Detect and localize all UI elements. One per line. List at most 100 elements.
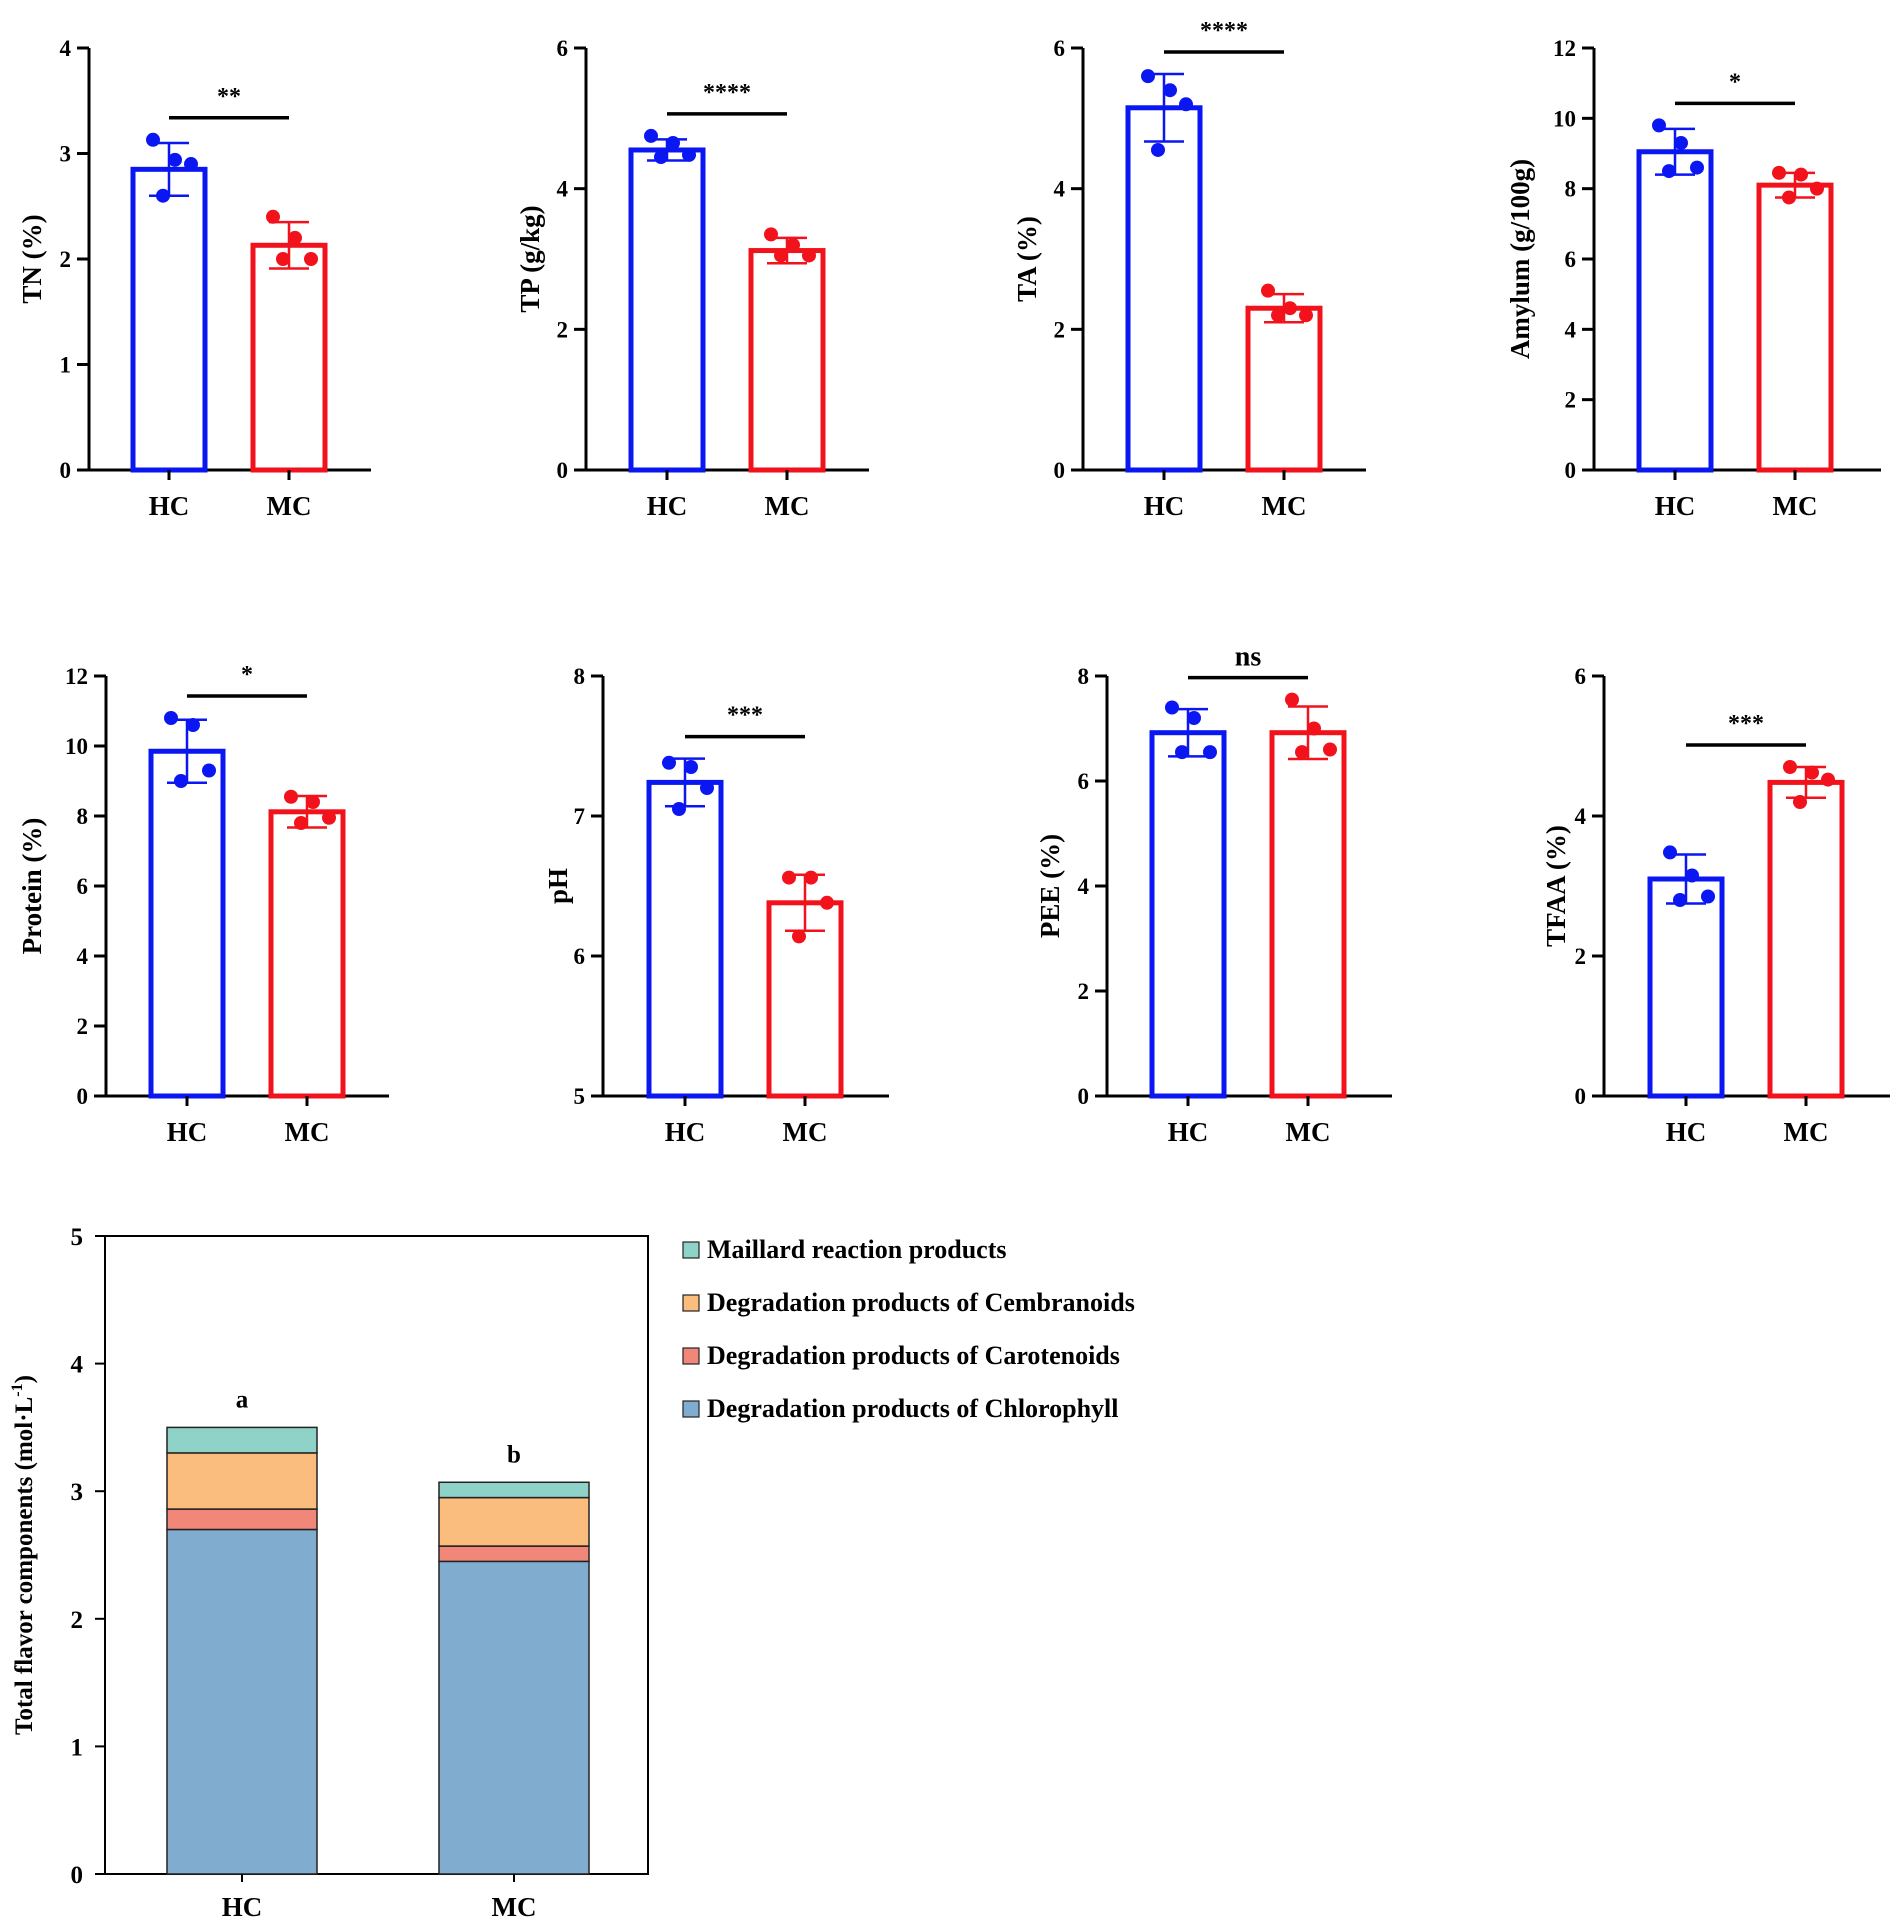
legend-swatch-maillard [682,1241,700,1259]
data-point [654,150,668,165]
data-point [1165,700,1179,715]
data-point [1805,765,1819,780]
legend-label: Degradation products of Chlorophyll [707,1394,1118,1423]
x-tick-label: HC [1655,491,1696,521]
legend-label: Maillard reaction products [707,1235,1006,1264]
y-tick-label: 4 [71,1352,84,1379]
bar-hc [1149,730,1227,1099]
data-point [682,147,696,162]
data-point [1794,167,1808,182]
y-tick-label: 4 [1054,177,1066,202]
y-tick-label: 6 [557,36,569,61]
y-tick-label: 10 [65,734,88,759]
y-tick-label: 8 [1078,664,1090,689]
significance-label: * [1729,69,1741,95]
data-point [1652,118,1666,133]
data-point [666,135,680,150]
stack-segment-carotenoids [166,1508,318,1531]
plot-frame [104,1235,649,1875]
stack-segment-cembranoids [166,1452,318,1510]
bar-mc [1269,730,1347,1099]
y-tick-label: 2 [1575,944,1587,969]
data-point [820,895,834,910]
y-tick-label: 6 [1565,247,1577,272]
significance-label: * [241,662,253,688]
data-point [700,781,714,795]
bar-mc [250,242,328,473]
y-tick-label: 0 [77,1084,89,1109]
data-point [1175,745,1189,760]
bar-hc [148,748,226,1099]
y-tick-label: 0 [557,458,569,483]
y-tick-label: 4 [1078,874,1090,899]
x-tick-label: MC [1286,1117,1331,1147]
y-tick-label: 4 [60,36,72,61]
y-axis-label-main: Total flavor components (mol·L [11,1397,38,1735]
data-point [202,763,216,778]
y-axis-label: PEE (%) [1035,834,1065,938]
y-tick-label: 8 [1565,177,1577,202]
data-point [782,870,796,885]
y-tick-label: 12 [1553,36,1576,61]
bar-hc [646,779,724,1099]
data-point [164,711,178,725]
stack-segment-chlorophyll [438,1560,590,1875]
significance-label: ** [217,84,241,110]
panel-ta: 0 2 4 6 TA (%) HC MC **** [1012,18,1366,521]
y-tick-label: 8 [77,804,89,829]
y-tick-label: 5 [574,1084,586,1109]
data-point [1271,308,1285,323]
y-axis-label: Total flavor components (mol·L-1) [9,1375,38,1735]
data-point [1772,165,1786,180]
y-tick-label: 0 [1575,1084,1587,1109]
data-point [288,230,302,245]
legend-swatch-carotenoids [682,1347,700,1365]
panel-protein: 0 2 4 6 8 10 12 Protein (%) HC MC * [17,662,389,1147]
data-point [1782,190,1796,205]
y-tick-label: 6 [1575,664,1587,689]
x-tick-label: HC [1666,1117,1707,1147]
y-axis-label: TFAA (%) [1541,825,1571,947]
data-point [168,152,182,167]
x-tick-label: MC [1262,491,1307,521]
y-tick-label: 0 [60,458,72,483]
x-tick-label: MC [1773,491,1818,521]
y-tick-label: 6 [77,874,89,899]
data-point [1261,283,1275,298]
data-point [1203,745,1217,760]
data-point [672,802,686,816]
data-point [1821,772,1835,787]
data-point [1701,889,1715,904]
y-tick-label: 0 [1565,458,1577,483]
data-point [774,248,788,263]
data-point [804,870,818,885]
data-point [276,252,290,266]
legend-label: Degradation products of Carotenoids [707,1341,1120,1370]
data-point [1685,868,1699,883]
data-point [1151,142,1165,157]
data-point [1179,97,1193,112]
y-tick-label: 4 [1575,804,1587,829]
y-tick-label: 2 [1565,388,1577,413]
data-point [306,795,320,809]
data-point [174,774,188,788]
x-tick-label: HC [665,1117,706,1147]
y-tick-label: 10 [1553,106,1576,131]
bar-mc [1767,779,1845,1099]
y-axis-label-close: ) [11,1375,38,1383]
bar-hc [1125,105,1203,473]
data-point [786,237,800,252]
y-axis-label: pH [543,868,573,904]
y-tick-label: 0 [1054,458,1066,483]
panel-tp: 0 2 4 6 TP (g/kg) HC MC **** [515,36,869,521]
data-point [644,128,658,143]
y-axis-label-superscript: -1 [9,1383,26,1396]
data-point [146,132,160,147]
x-tick-label: HC [1168,1117,1209,1147]
legend-swatch-chlorophyll [682,1400,700,1418]
data-point [802,248,816,263]
y-tick-label: 2 [557,317,569,342]
y-tick-label: 2 [60,247,72,272]
x-tick-label: HC [149,491,190,521]
